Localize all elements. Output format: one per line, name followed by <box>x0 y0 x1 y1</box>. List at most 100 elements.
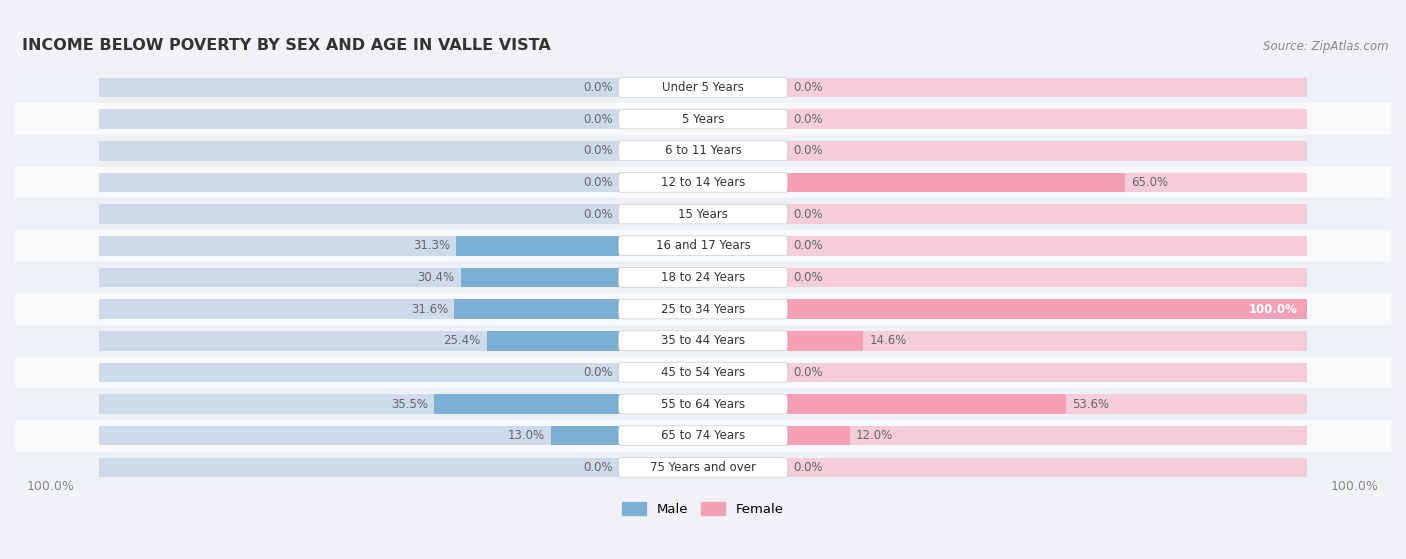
Bar <box>100 204 619 224</box>
Bar <box>787 426 1306 446</box>
FancyBboxPatch shape <box>619 363 787 382</box>
Bar <box>787 173 1306 192</box>
Text: 0.0%: 0.0% <box>583 112 613 126</box>
Text: 0.0%: 0.0% <box>793 366 823 379</box>
Text: 45 to 54 Years: 45 to 54 Years <box>661 366 745 379</box>
Text: 0.0%: 0.0% <box>793 112 823 126</box>
Bar <box>8 167 1398 198</box>
Text: INCOME BELOW POVERTY BY SEX AND AGE IN VALLE VISTA: INCOME BELOW POVERTY BY SEX AND AGE IN V… <box>22 37 551 53</box>
Text: 100.0%: 100.0% <box>1331 481 1379 494</box>
Bar <box>100 109 619 129</box>
Text: Under 5 Years: Under 5 Years <box>662 81 744 94</box>
Text: 65.0%: 65.0% <box>1130 176 1168 189</box>
Text: 16 and 17 Years: 16 and 17 Years <box>655 239 751 252</box>
Text: 12 to 14 Years: 12 to 14 Years <box>661 176 745 189</box>
Bar <box>787 268 1306 287</box>
Text: 35.5%: 35.5% <box>391 397 429 410</box>
Text: 0.0%: 0.0% <box>583 176 613 189</box>
FancyBboxPatch shape <box>619 173 787 192</box>
Bar <box>787 109 1306 129</box>
Bar <box>8 103 1398 135</box>
Bar <box>8 452 1398 483</box>
Text: 0.0%: 0.0% <box>583 144 613 157</box>
FancyBboxPatch shape <box>619 394 787 414</box>
Text: 55 to 64 Years: 55 to 64 Years <box>661 397 745 410</box>
Bar <box>100 394 619 414</box>
Bar <box>100 236 619 255</box>
FancyBboxPatch shape <box>619 268 787 287</box>
FancyBboxPatch shape <box>619 426 787 446</box>
Text: 53.6%: 53.6% <box>1071 397 1109 410</box>
Text: 14.6%: 14.6% <box>869 334 907 347</box>
Text: 25.4%: 25.4% <box>443 334 481 347</box>
Bar <box>787 394 1066 414</box>
Bar <box>8 198 1398 230</box>
Bar <box>456 236 619 255</box>
Bar <box>8 357 1398 388</box>
Bar <box>100 299 619 319</box>
Text: 31.3%: 31.3% <box>413 239 450 252</box>
Bar <box>8 388 1398 420</box>
Bar <box>787 394 1306 414</box>
Bar <box>787 363 1306 382</box>
Text: 30.4%: 30.4% <box>418 271 454 284</box>
FancyBboxPatch shape <box>619 457 787 477</box>
Text: 35 to 44 Years: 35 to 44 Years <box>661 334 745 347</box>
FancyBboxPatch shape <box>619 109 787 129</box>
Bar <box>8 135 1398 167</box>
Bar <box>787 141 1306 160</box>
FancyBboxPatch shape <box>619 141 787 160</box>
Bar <box>787 299 1306 319</box>
Text: 75 Years and over: 75 Years and over <box>650 461 756 474</box>
Bar <box>100 426 619 446</box>
Text: Source: ZipAtlas.com: Source: ZipAtlas.com <box>1263 40 1388 53</box>
Text: 0.0%: 0.0% <box>793 239 823 252</box>
Text: 13.0%: 13.0% <box>508 429 546 442</box>
Text: 65 to 74 Years: 65 to 74 Years <box>661 429 745 442</box>
Text: 0.0%: 0.0% <box>583 207 613 221</box>
Text: 15 Years: 15 Years <box>678 207 728 221</box>
Text: 18 to 24 Years: 18 to 24 Years <box>661 271 745 284</box>
Bar <box>434 394 619 414</box>
Bar <box>100 78 619 97</box>
FancyBboxPatch shape <box>619 236 787 255</box>
Bar <box>787 331 1306 350</box>
Text: 100.0%: 100.0% <box>1249 302 1298 315</box>
Text: 0.0%: 0.0% <box>793 271 823 284</box>
Text: 5 Years: 5 Years <box>682 112 724 126</box>
Bar <box>100 457 619 477</box>
Text: 31.6%: 31.6% <box>411 302 449 315</box>
FancyBboxPatch shape <box>619 204 787 224</box>
Bar <box>100 331 619 350</box>
Bar <box>787 236 1306 255</box>
Text: 0.0%: 0.0% <box>793 81 823 94</box>
Bar <box>8 325 1398 357</box>
Bar <box>787 78 1306 97</box>
Text: 6 to 11 Years: 6 to 11 Years <box>665 144 741 157</box>
Bar <box>8 420 1398 452</box>
Text: 100.0%: 100.0% <box>27 481 75 494</box>
Bar <box>551 426 619 446</box>
Text: 25 to 34 Years: 25 to 34 Years <box>661 302 745 315</box>
Text: 0.0%: 0.0% <box>583 366 613 379</box>
Text: 0.0%: 0.0% <box>793 144 823 157</box>
Bar <box>787 331 863 350</box>
Text: 12.0%: 12.0% <box>856 429 893 442</box>
Text: 0.0%: 0.0% <box>793 461 823 474</box>
Bar <box>454 299 619 319</box>
Bar <box>100 173 619 192</box>
Bar <box>100 141 619 160</box>
FancyBboxPatch shape <box>619 299 787 319</box>
Bar <box>787 457 1306 477</box>
Text: 0.0%: 0.0% <box>793 207 823 221</box>
Bar <box>461 268 619 287</box>
Bar <box>8 72 1398 103</box>
Bar <box>787 204 1306 224</box>
Bar <box>787 299 1306 319</box>
FancyBboxPatch shape <box>619 78 787 97</box>
Bar <box>100 268 619 287</box>
FancyBboxPatch shape <box>619 331 787 350</box>
Legend: Male, Female: Male, Female <box>617 497 789 521</box>
Text: 0.0%: 0.0% <box>583 81 613 94</box>
Bar <box>8 293 1398 325</box>
